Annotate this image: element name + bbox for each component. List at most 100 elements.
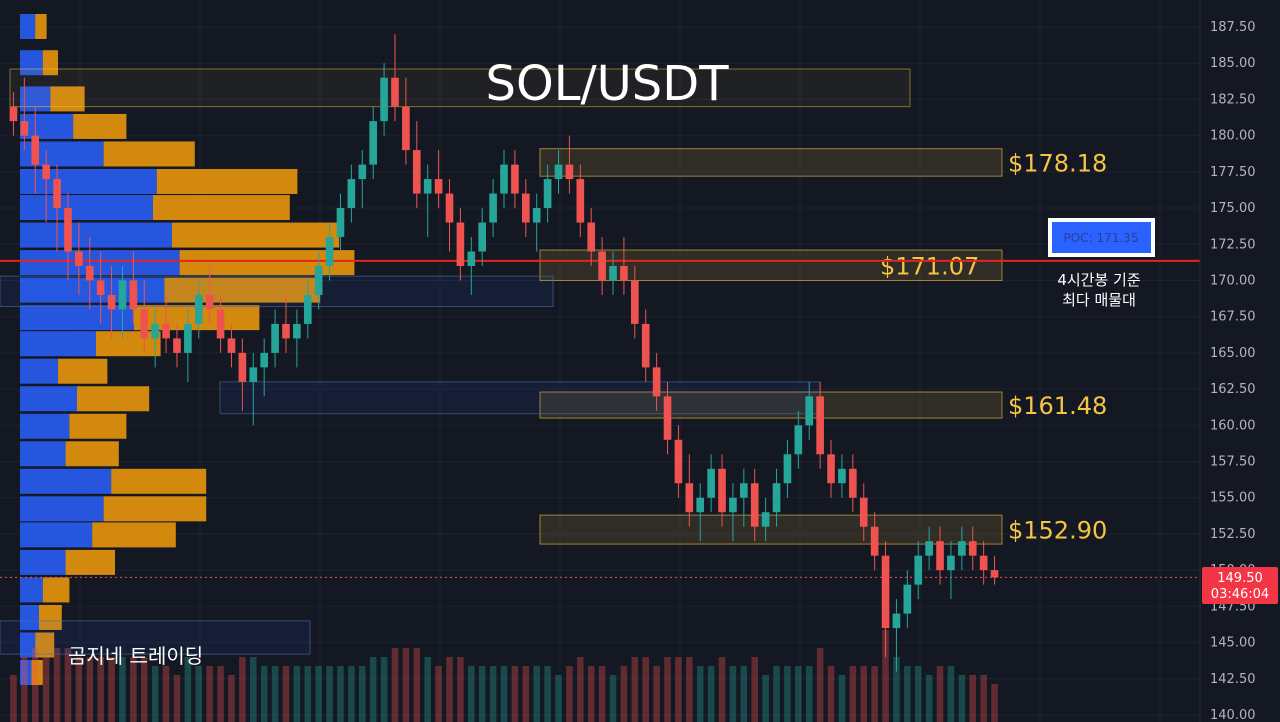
profile-sell-bar — [103, 141, 195, 167]
price-zones: $178.18 $171.07 $161.48 $152.90 — [0, 68, 1200, 655]
candle-body — [652, 367, 661, 397]
volume-bar — [773, 666, 780, 722]
volume-bar — [969, 675, 977, 722]
profile-buy-bar — [20, 222, 172, 248]
volume-bar — [424, 657, 431, 722]
candle-body — [685, 483, 694, 513]
candle-body — [31, 135, 40, 165]
volume-bar — [893, 657, 900, 722]
y-tick-label: 157.50 — [1210, 455, 1256, 470]
volume-bar — [391, 648, 399, 722]
poc-label: POC: 171.35 — [1064, 231, 1139, 245]
candle-body — [184, 323, 192, 353]
candle-body — [282, 323, 290, 339]
volume-bar — [478, 666, 486, 722]
candle-body — [20, 121, 29, 136]
candle-body — [205, 294, 214, 310]
zone-box — [219, 381, 821, 415]
candle-body — [543, 179, 552, 209]
brand-watermark: 곰지네 트레이딩 — [68, 644, 203, 668]
poc-callout: POC: 171.35 4시간봉 기준 최다 매물대 — [1048, 218, 1155, 309]
volume-bar — [718, 657, 726, 722]
y-tick-label: 177.50 — [1210, 165, 1256, 180]
volume-bar — [762, 675, 769, 722]
profile-sell-bar — [111, 468, 207, 494]
current-price-box — [1202, 567, 1278, 604]
candle-body — [772, 483, 781, 513]
candle-body — [500, 164, 508, 194]
volume-bar — [42, 657, 50, 722]
zone-box — [9, 68, 911, 108]
profile-sell-bar — [69, 413, 127, 439]
candle-body — [402, 106, 410, 151]
profile-sell-bar — [31, 659, 43, 685]
volume-bar — [914, 666, 922, 722]
candle-body — [718, 468, 726, 513]
zone-label: $178.18 — [1008, 149, 1107, 177]
profile-buy-bar — [20, 168, 157, 194]
volume-profile — [20, 14, 355, 685]
price-axis[interactable]: 187.50 185.00 182.50 180.00 177.50 175.00 172.… — [1199, 0, 1256, 722]
volume-bar — [522, 666, 530, 722]
y-tick-label: 185.00 — [1210, 56, 1256, 71]
profile-sell-bar — [92, 522, 176, 548]
y-tick-label: 172.50 — [1210, 237, 1256, 252]
candle-body — [663, 396, 672, 440]
profile-sell-bar — [156, 168, 298, 194]
volume-bar — [544, 666, 551, 722]
volume-bar — [10, 675, 17, 722]
profile-buy-bar — [20, 250, 180, 276]
profile-sell-bar — [153, 195, 290, 221]
candle-body — [521, 193, 530, 223]
candle-body — [64, 208, 72, 252]
volume-bar — [675, 657, 682, 722]
candle-body — [914, 555, 923, 585]
profile-sell-bar — [73, 113, 127, 139]
profile-buy-bar — [20, 358, 58, 384]
volume-bar — [598, 666, 606, 722]
candle-body — [336, 208, 345, 238]
candle-body — [260, 352, 268, 368]
profile-buy-bar — [20, 413, 70, 439]
volume-bar — [805, 666, 813, 722]
candle-body — [162, 323, 170, 339]
poc-note-line1: 4시간봉 기준 — [1057, 271, 1141, 289]
y-tick-label: 182.50 — [1210, 92, 1256, 107]
candle-body — [434, 179, 443, 194]
candle-body — [369, 121, 378, 165]
candle-body — [587, 222, 596, 252]
volume-bar — [827, 666, 835, 722]
candle-body — [990, 570, 999, 578]
poc-note-line2: 최다 매물대 — [1062, 291, 1136, 309]
volume-bar — [555, 675, 562, 722]
candle-body — [729, 497, 737, 513]
candle-body — [249, 367, 258, 382]
profile-sell-bar — [50, 86, 85, 112]
volume-bar — [729, 666, 737, 722]
zone-box — [539, 148, 1003, 177]
candle-body — [140, 309, 149, 339]
y-tick-label: 160.00 — [1210, 418, 1256, 433]
candle-body — [696, 497, 705, 513]
volume-bar — [304, 666, 312, 722]
volume-bar — [849, 666, 857, 722]
volume-bar — [21, 657, 28, 722]
candle-body — [129, 280, 138, 310]
profile-sell-bar — [58, 358, 108, 384]
profile-buy-bar — [20, 441, 66, 467]
volume-bar — [489, 666, 497, 722]
candle-body — [870, 526, 879, 556]
zone-label: $161.48 — [1008, 392, 1107, 420]
zone-box — [539, 249, 1003, 281]
volume-bar — [500, 666, 508, 722]
candle-body — [805, 396, 814, 426]
volume-bar — [53, 648, 61, 722]
candle-body — [707, 468, 715, 498]
volume-bar — [239, 657, 246, 722]
volume-bar — [217, 666, 224, 722]
candle-body — [554, 164, 563, 180]
candle-body — [892, 613, 901, 629]
candle-body — [227, 338, 236, 353]
volume-bar — [206, 666, 213, 722]
